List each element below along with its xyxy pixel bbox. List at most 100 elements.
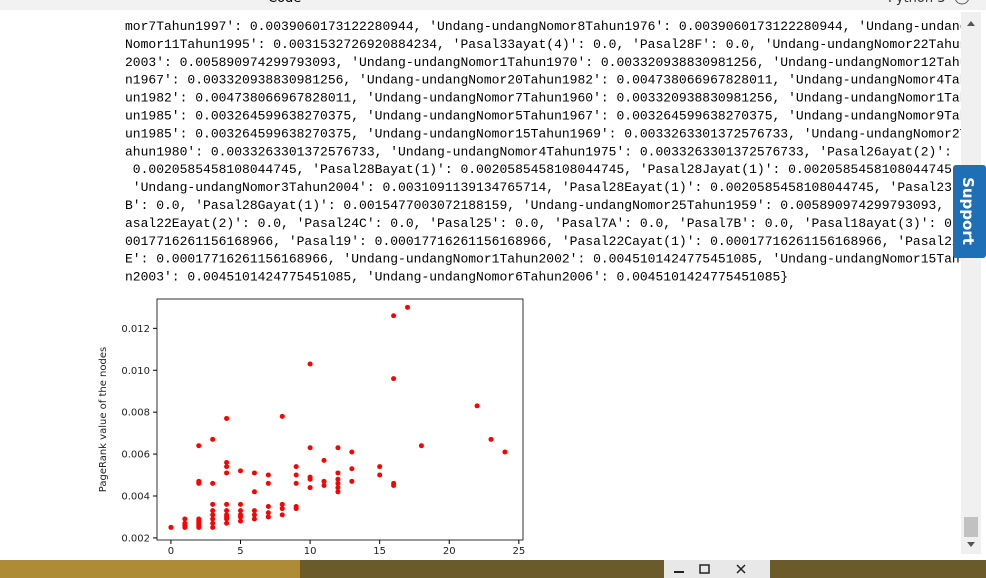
data-point (335, 445, 341, 451)
output-line: 0017716261156168966, 'Pasal19': 0.000177… (125, 234, 960, 249)
data-point (224, 459, 230, 465)
output-line: Nomor11Tahun1995': 0.0031532726920884234… (125, 37, 968, 52)
data-point (196, 516, 202, 522)
output-line: asal22Eayat(2)': 0.0, 'Pasal24C': 0.0, '… (125, 216, 968, 231)
kernel-indicator (955, 0, 969, 5)
y-tick-label: 0.004 (121, 491, 150, 502)
chart: 0.002 0.004 0.006 0.008 0.010 0.012 0 5 10 15 20 25… (98, 298, 525, 557)
plot-area (156, 298, 524, 541)
output-line: 'Undang-undangNomor3Tahun2004': 0.003109… (125, 180, 952, 195)
x-tick-label: 15 (373, 546, 386, 557)
data-point (182, 516, 188, 522)
output-line: E': 0.00017716261156168966, 'Undang-unda… (125, 252, 968, 267)
output-line: n1967': 0.003320938830981256, 'Undang-un… (125, 73, 968, 88)
output-line: un1982': 0.004738066967828011, 'Undang-u… (125, 91, 968, 106)
toolbar (0, 0, 986, 10)
data-point (265, 510, 271, 516)
data-point (349, 449, 355, 455)
output-line: un1985': 0.003264599638270375, 'Undang-u… (125, 109, 968, 124)
data-point (224, 415, 230, 421)
data-point (418, 443, 424, 449)
data-point (307, 361, 313, 367)
data-point (279, 413, 285, 419)
data-point (293, 464, 299, 470)
data-point (265, 480, 271, 486)
data-point (196, 478, 202, 484)
data-point (237, 512, 243, 518)
data-point (224, 470, 230, 476)
data-point (224, 520, 230, 526)
scroll-thumb[interactable] (964, 517, 978, 537)
kernel-name: Python 3 (888, 0, 945, 6)
data-point (237, 508, 243, 514)
x-tick-label: 0 (168, 546, 174, 557)
data-point (335, 470, 341, 476)
data-point (279, 501, 285, 507)
data-point (265, 472, 271, 478)
data-point (391, 480, 397, 486)
data-point (224, 512, 230, 518)
data-point (224, 501, 230, 507)
data-point (377, 464, 383, 470)
data-point (391, 376, 397, 382)
close-button[interactable] (736, 564, 746, 574)
data-point (307, 485, 313, 491)
data-point (279, 512, 285, 518)
output-line: 0.0020585458108044745, 'Pasal28Bayat(1)'… (125, 162, 960, 177)
data-point (251, 516, 257, 522)
output-line: mor7Tahun1997': 0.0039060173122280944, '… (125, 19, 968, 34)
data-point (210, 480, 216, 486)
y-tick-label: 0.006 (121, 450, 150, 461)
x-tick-label: 5 (237, 546, 243, 557)
output-line: B': 0.0, 'Pasal28Gayat(1)': 0.0015477003… (125, 198, 968, 213)
scrollbar[interactable] (961, 12, 981, 554)
y-tick-label: 0.002 (121, 533, 150, 544)
cell-type-select[interactable]: Code (268, 0, 301, 6)
data-point (404, 304, 410, 310)
data-point (210, 524, 216, 530)
data-point (293, 472, 299, 478)
data-point (321, 483, 327, 489)
maximize-button[interactable] (699, 564, 710, 574)
data-point (251, 489, 257, 495)
data-point (349, 478, 355, 484)
data-point (265, 514, 271, 520)
data-point (251, 508, 257, 514)
data-point (391, 313, 397, 319)
output-line: 2003': 0.005890974299793093, 'Undang-und… (125, 55, 968, 70)
data-point (307, 474, 313, 480)
y-axis-label: PageRank value of the nodes (98, 347, 109, 492)
output-line: un1985': 0.003264599638270375, 'Undang-u… (125, 126, 968, 141)
data-point (210, 436, 216, 442)
data-point (265, 503, 271, 509)
data-point (335, 489, 341, 495)
data-point (251, 512, 257, 518)
window-controls (664, 560, 770, 578)
scroll-down[interactable] (967, 542, 975, 547)
data-point (293, 480, 299, 486)
data-point (237, 468, 243, 474)
scroll-up[interactable] (967, 21, 975, 26)
data-point (502, 449, 508, 455)
data-point (168, 524, 174, 530)
output-line: ahun1980': 0.0033263301372576733, 'Undan… (125, 144, 952, 159)
data-point (196, 443, 202, 449)
x-tick-label: 20 (443, 546, 456, 557)
data-point (210, 512, 216, 518)
support-tab[interactable] (953, 165, 986, 258)
y-tick-label: 0.010 (121, 366, 150, 377)
data-point (321, 478, 327, 484)
data-point (210, 516, 216, 522)
data-point (224, 464, 230, 470)
data-point (307, 445, 313, 451)
data-point (210, 501, 216, 507)
data-point (279, 506, 285, 512)
data-point (210, 508, 216, 514)
support-label[interactable]: Support (959, 177, 977, 245)
x-tick-label: 10 (304, 546, 317, 557)
data-point (182, 520, 188, 526)
data-point (293, 503, 299, 509)
data-point (474, 403, 480, 409)
